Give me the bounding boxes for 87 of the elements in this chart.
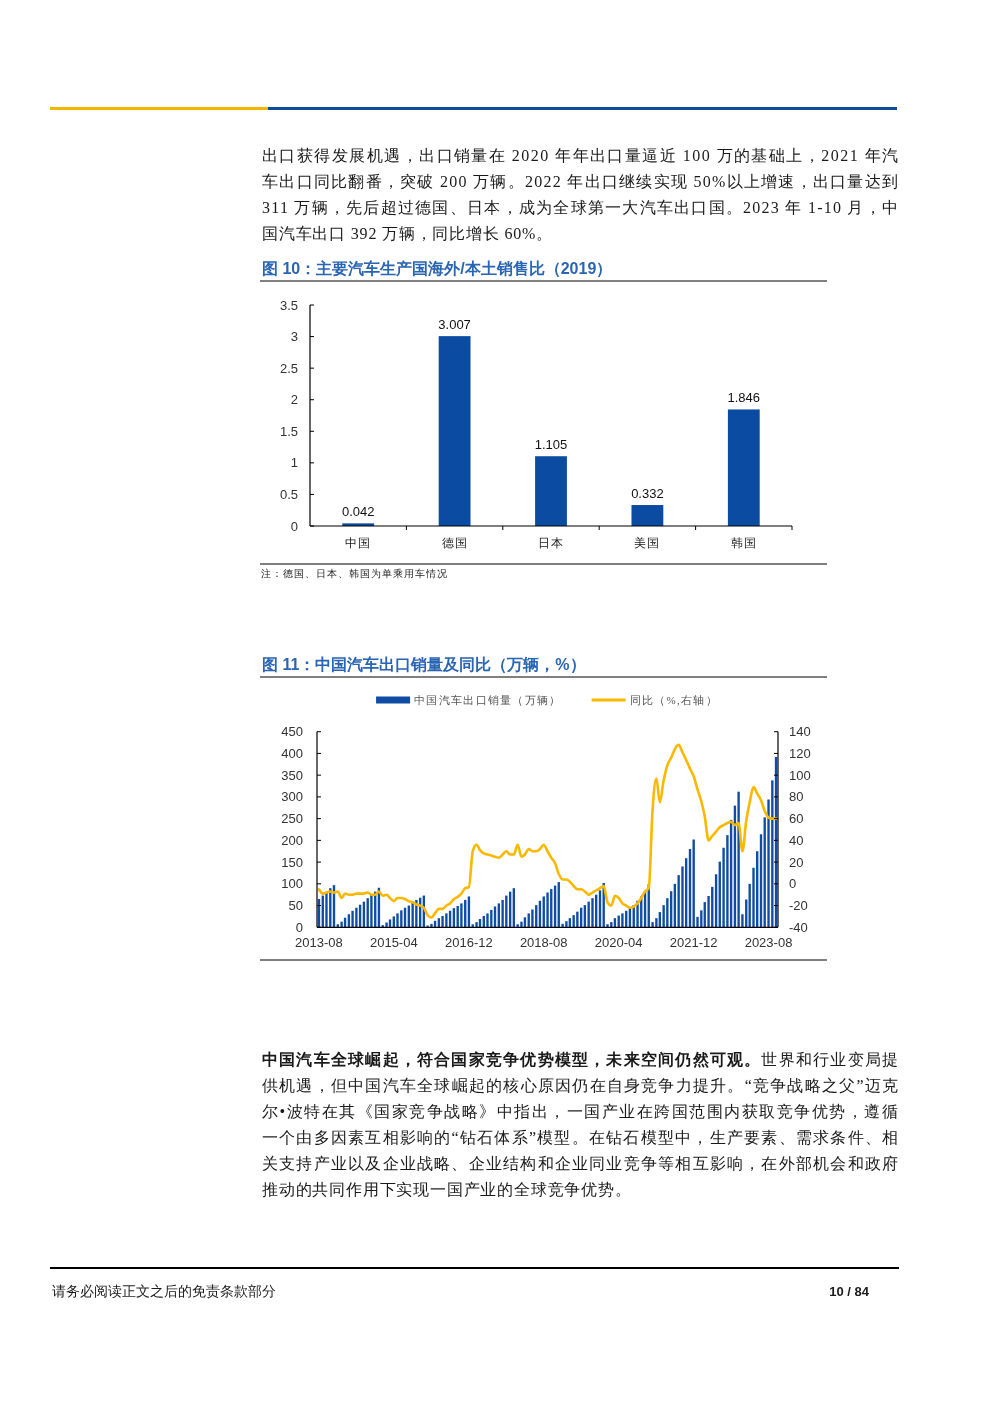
bar <box>531 909 534 928</box>
y2-tick-label: 20 <box>789 854 804 870</box>
y-tick-label: 1.5 <box>279 423 298 439</box>
bar <box>430 923 433 928</box>
bar <box>351 910 354 928</box>
bar <box>535 456 567 526</box>
y-tick-label: 150 <box>281 854 303 870</box>
bar <box>621 913 624 928</box>
bar <box>546 892 549 928</box>
text: 中国汽车全球崛起，符合国家竞争优势模型，未来空间仍然可观。世界和行业变局提供机遇，但中国汽车全球崛起的核心原因仍在自身竞争力提升。“竞争战略之父”迈克尔•波特在其《国家竞争战略》中指出，一国产业在跨国范围内获取竞争优势，遵循一个由多因素互相影响的“钻石体系”模型。在钻石模型中，生产要素、需求条件、相关支持产业以及企业战略、企业结构和企业同业竞争等相互影响，在外部机会和政府推动的共同作用下实现一国产业的全球竞争优势。 <box>262 1050 898 1198</box>
text: 10 / 84 <box>829 1284 870 1299</box>
bar <box>576 911 579 928</box>
bar <box>340 921 343 928</box>
data-label: 1.105 <box>534 437 568 453</box>
bar <box>501 899 504 928</box>
y-tick-label: 100 <box>281 876 303 892</box>
bar <box>438 336 471 526</box>
bar <box>396 913 399 928</box>
x-tick-label: 2016-12 <box>445 935 493 951</box>
bar <box>355 907 358 928</box>
bar <box>737 791 740 928</box>
text: 出口获得发展机遇，出口销量在 2020 年年出口量逼近 100 万的基础上，2021 年汽车出口同比翻番，突破 200 万辆。2022 年出口继续实现 50%以上增速，出口量达到 311 万辆，先后超过德国、日本，成为全球第一大汽车出口国。2023 年 1-10 月，中国汽车出口 392 万辆，同比增长 60%。 <box>262 147 898 242</box>
line-series <box>317 743 778 919</box>
x-tick-label: 2023-08 <box>744 935 793 951</box>
bar <box>692 839 695 928</box>
x-tick-label: 2018-08 <box>519 935 568 951</box>
chart-title: 图 10：主要汽车生产国海外/本土销售比（2019） <box>262 259 613 278</box>
y2-tick-label: 120 <box>789 745 811 761</box>
x-tick-label: 日本 <box>538 537 564 549</box>
y2-tick-label: 0 <box>789 876 797 892</box>
y-tick-label: 350 <box>281 767 303 783</box>
data-label: 0.332 <box>631 486 664 502</box>
y2-tick-label: -20 <box>789 898 808 914</box>
y-tick-label: 400 <box>281 745 303 761</box>
bar <box>445 913 448 928</box>
x-tick-label: 2021-12 <box>669 935 718 951</box>
y2-tick-label: -40 <box>789 919 808 935</box>
data-label: 3.007 <box>438 317 471 333</box>
x-tick-label: 2015-04 <box>369 935 418 951</box>
bar <box>727 409 760 526</box>
bar <box>486 913 489 928</box>
bar <box>411 902 414 928</box>
bar <box>631 505 664 526</box>
y-tick-label: 50 <box>288 898 303 914</box>
y-tick-label: 0 <box>290 518 298 534</box>
bar <box>460 903 463 928</box>
y2-tick-label: 140 <box>789 724 811 740</box>
data-label: 1.846 <box>727 390 761 406</box>
chart-title: 图 11：中国汽车出口销量及同比（万辆，%） <box>262 656 586 674</box>
y-tick-label: 300 <box>281 789 303 805</box>
y-tick-label: 1 <box>290 455 298 471</box>
y2-tick-label: 80 <box>789 789 804 805</box>
bar <box>610 922 613 928</box>
bar <box>400 910 403 928</box>
y-tick-label: 2 <box>290 392 298 408</box>
bar <box>587 901 590 928</box>
x-tick-label: 韩国 <box>730 537 757 549</box>
text: 请务必阅读正文之后的免责条款部分 <box>52 1284 276 1299</box>
y2-tick-label: 60 <box>789 811 804 827</box>
bar <box>385 922 388 928</box>
y-tick-label: 450 <box>281 724 303 740</box>
y-tick-label: 0.5 <box>279 486 298 502</box>
bar <box>325 892 328 928</box>
x-tick-label: 德国 <box>441 537 468 549</box>
y-tick-label: 0 <box>295 919 303 935</box>
y2-tick-label: 40 <box>789 832 804 848</box>
legend-label: 中国汽车出口销量（万辆） <box>414 694 562 706</box>
y-tick-label: 200 <box>281 832 303 848</box>
bar <box>591 898 594 928</box>
y-tick-label: 2.5 <box>279 360 298 376</box>
legend-label: 同比（%,右轴） <box>629 694 719 706</box>
text: 注：德国、日本、韩国为单乘用车情况 <box>261 568 448 579</box>
y-tick-label: 3 <box>290 329 298 345</box>
y-tick-label: 3.5 <box>279 297 298 313</box>
x-tick-label: 2013-08 <box>295 935 343 951</box>
bar <box>572 915 575 928</box>
y2-tick-label: 100 <box>789 767 811 783</box>
bar <box>505 895 508 928</box>
x-tick-label: 2020-04 <box>594 935 643 951</box>
bar <box>370 894 373 928</box>
bar <box>441 916 444 928</box>
bar <box>520 921 523 928</box>
y-tick-label: 250 <box>281 811 303 827</box>
x-tick-label: 美国 <box>634 536 661 549</box>
data-label: 0.042 <box>341 504 375 520</box>
x-tick-label: 中国 <box>345 537 372 549</box>
bar <box>475 922 478 928</box>
